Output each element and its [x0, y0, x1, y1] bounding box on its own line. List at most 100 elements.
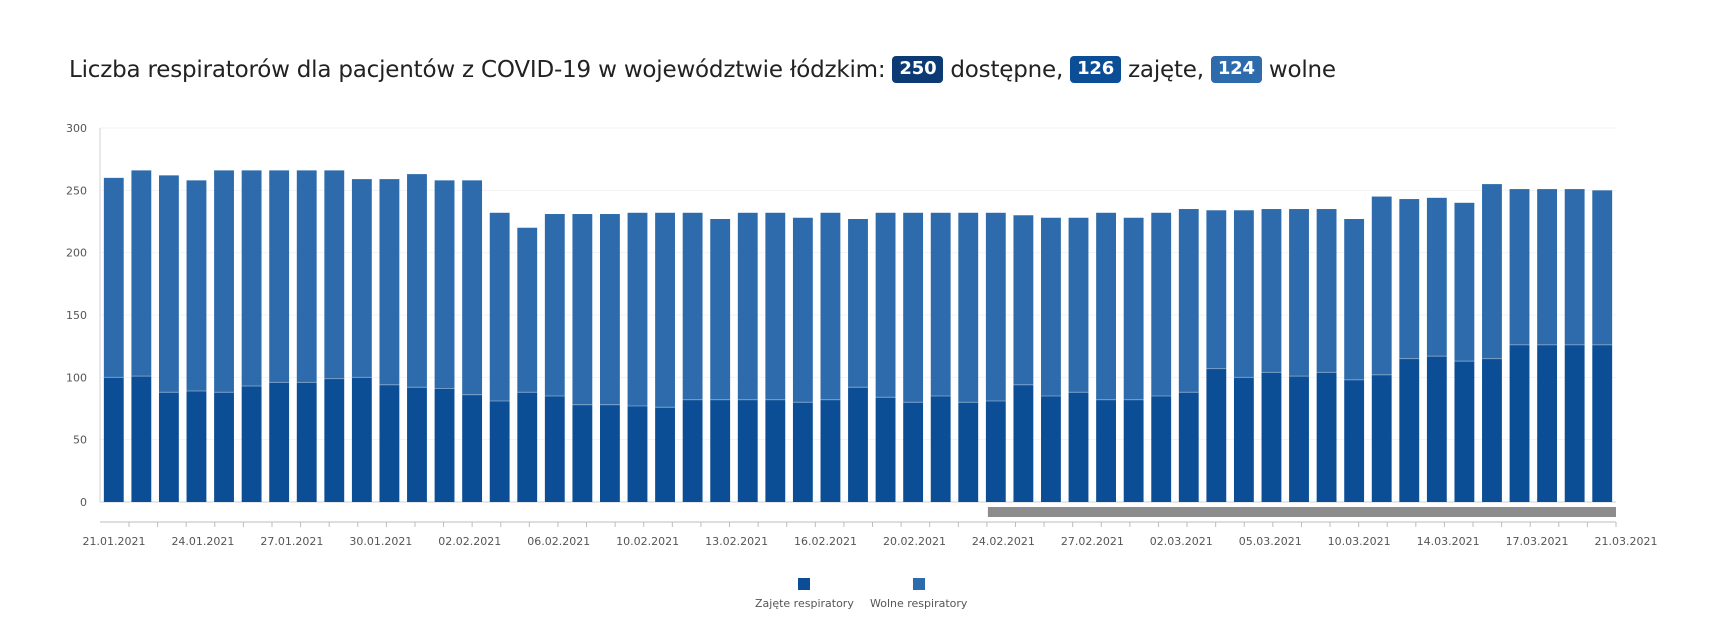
bar-free [903, 212, 924, 403]
bar-occupied [1178, 392, 1199, 502]
bar-occupied [1344, 379, 1365, 502]
x-tick-label: 27.02.2021 [1061, 535, 1124, 548]
bar-occupied [958, 402, 979, 502]
bar-occupied [214, 392, 234, 502]
x-tick-label: 05.03.2021 [1239, 535, 1302, 548]
bar-occupied [627, 406, 648, 502]
bar-occupied [158, 392, 179, 502]
bar-occupied [434, 388, 455, 502]
legend-swatch-free [912, 578, 925, 590]
title-prefix: Liczba respiratorów dla pacjentów z COVI… [69, 56, 886, 83]
bar-occupied [1482, 358, 1502, 502]
bar-occupied [379, 384, 400, 502]
bar-free [517, 227, 538, 393]
x-tick-label: 10.02.2021 [616, 535, 679, 548]
bar-free [572, 214, 593, 405]
bar-occupied [1537, 344, 1558, 502]
bar-occupied [186, 391, 207, 502]
x-tick-label: 21.01.2021 [83, 535, 146, 548]
bar-free [792, 217, 813, 403]
bar-free [1151, 212, 1172, 397]
legend-item-free[interactable]: Wolne respiratory [870, 578, 967, 610]
bar-free [1482, 184, 1502, 359]
bar-occupied [1316, 372, 1337, 502]
bar-free [682, 212, 703, 400]
x-tick-label: 24.02.2021 [972, 535, 1035, 548]
bar-occupied [296, 382, 317, 502]
occupied-count-badge: 126 [1070, 56, 1122, 83]
bar-occupied [765, 399, 786, 502]
bar-free [241, 170, 262, 387]
bar-occupied [682, 399, 703, 502]
legend-item-occupied[interactable]: Zajęte respiratory [755, 578, 854, 610]
bar-occupied [985, 401, 1006, 502]
bar-free [186, 180, 207, 392]
bar-occupied [930, 396, 951, 502]
bar-free [875, 212, 896, 398]
bar-free [820, 212, 841, 400]
occupied-label: zajęte, [1128, 56, 1204, 83]
bar-free [1399, 199, 1420, 359]
bar-free [1537, 189, 1558, 345]
bar-free [379, 179, 400, 385]
bar-occupied [903, 402, 924, 502]
x-tick-label: 13.02.2021 [705, 535, 768, 548]
x-tick-label: 02.02.2021 [438, 535, 501, 548]
x-tick-label: 24.01.2021 [171, 535, 234, 548]
bar-free [627, 212, 648, 407]
bar-occupied [241, 386, 262, 502]
legend-label-occupied: Zajęte respiratory [755, 597, 854, 610]
bar-free [1096, 212, 1116, 400]
x-tick-label: 21.03.2021 [1595, 535, 1658, 548]
bar-occupied [1592, 344, 1613, 502]
bar-free [737, 212, 758, 400]
bar-occupied [1041, 396, 1061, 502]
legend-swatch-occupied [798, 578, 811, 590]
bar-occupied [103, 377, 124, 502]
total-label: dostępne, [950, 56, 1064, 83]
bar-free [600, 214, 620, 405]
bar-occupied [1068, 392, 1089, 502]
y-tick-label-150: 150 [66, 309, 87, 322]
bar-free [269, 170, 290, 383]
y-tick-label-50: 50 [73, 434, 87, 447]
bar-free [655, 212, 675, 408]
free-label: wolne [1268, 56, 1336, 83]
bar-free [544, 214, 565, 397]
bar-free [1316, 209, 1337, 373]
x-tick-label: 02.03.2021 [1150, 535, 1213, 548]
legend-label-free: Wolne respiratory [870, 597, 968, 610]
bar-occupied [1151, 396, 1172, 502]
bar-free [407, 174, 427, 388]
bar-free [434, 180, 455, 389]
bar-occupied [875, 397, 896, 502]
x-tick-label: 10.03.2021 [1328, 535, 1391, 548]
x-tick-label: 27.01.2021 [260, 535, 323, 548]
bar-free [1261, 209, 1282, 373]
bar-free [985, 212, 1006, 402]
bar-free [324, 170, 345, 379]
bar-occupied [600, 404, 620, 502]
bar-occupied [1096, 399, 1116, 502]
bar-free [103, 177, 124, 378]
bar-free [930, 212, 951, 397]
bar-free [765, 212, 786, 400]
bar-occupied [710, 399, 731, 502]
bar-occupied [1233, 377, 1254, 502]
bar-free [848, 219, 868, 388]
bar-free [462, 180, 483, 395]
bar-free [1564, 189, 1585, 345]
bar-free [1123, 217, 1144, 400]
bar-occupied [1013, 384, 1034, 502]
x-tick-label: 06.02.2021 [527, 535, 590, 548]
bar-occupied [1564, 344, 1585, 502]
bar-occupied [1509, 344, 1530, 502]
bar-occupied [1123, 399, 1144, 502]
bar-occupied [462, 394, 483, 502]
bar-free [1592, 190, 1613, 345]
bar-free [214, 170, 234, 393]
bar-occupied [351, 377, 372, 502]
bar-occupied [489, 401, 510, 502]
bar-occupied [131, 376, 152, 502]
